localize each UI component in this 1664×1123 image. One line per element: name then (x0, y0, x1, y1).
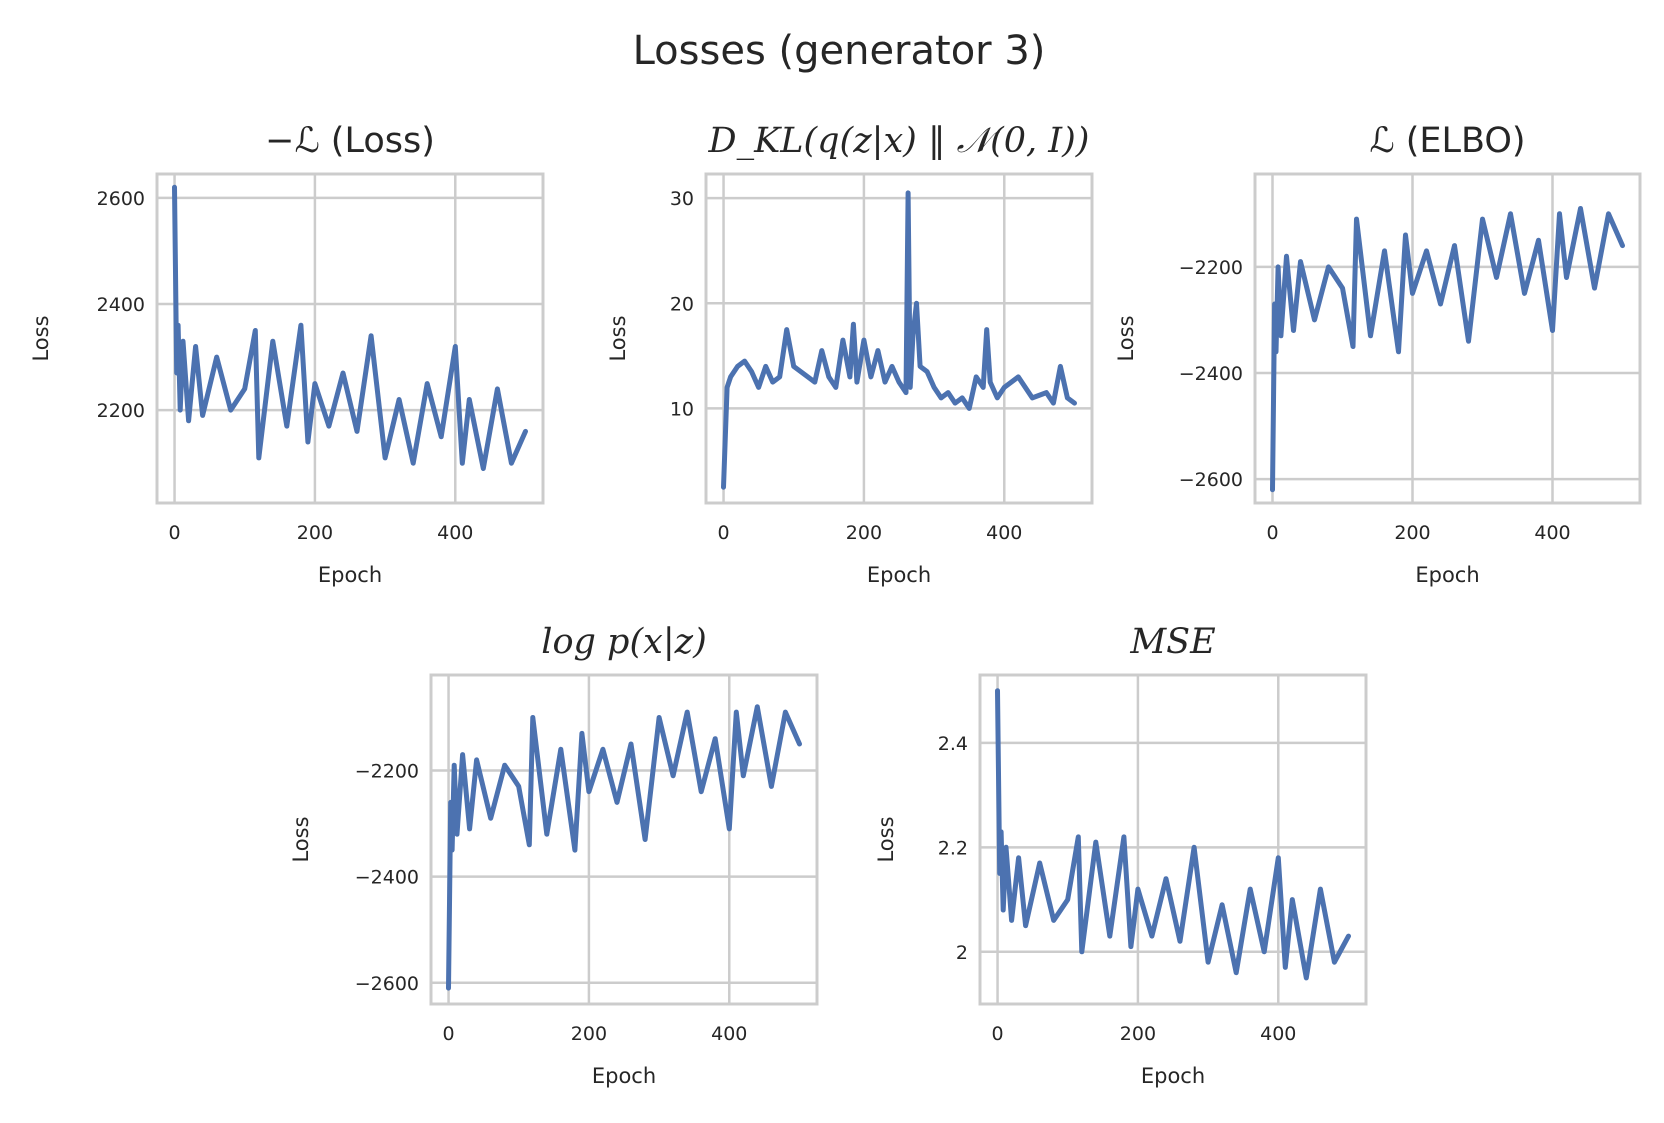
series-line (721, 190, 1077, 490)
x-axis-label: Epoch (1415, 563, 1479, 587)
y-tick-label: −2400 (355, 867, 419, 889)
x-tick-label: 0 (991, 1023, 1003, 1045)
y-axis-label: Loss (1114, 315, 1138, 361)
x-tick-label: 200 (1120, 1023, 1156, 1045)
y-axis-label: Loss (606, 315, 630, 361)
y-tick-label: 2.2 (938, 837, 968, 859)
y-tick-label: −2200 (1179, 257, 1243, 279)
y-tick-label: 20 (670, 293, 694, 315)
subplot-1: 0 200 400 2200 2400 2600 Epoch Loss −ℒ (Loss) (29, 121, 545, 587)
subplot-5: 0 200 400 2 2.2 2.4 Epoch Loss MSE (874, 622, 1368, 1088)
y-axis-label: Loss (29, 315, 53, 361)
axes-frame (429, 673, 819, 1006)
x-tick-label: 0 (168, 522, 180, 544)
y-tick-label: −2600 (1179, 469, 1243, 491)
y-tick-label: 2.4 (938, 733, 968, 755)
y-tick-label: 2400 (97, 294, 145, 316)
axes-frame (1253, 172, 1642, 505)
subplot-2: 0 200 400 10 20 30 Epoch Loss D_KL(q(z|x) ‖ 𝒩(0,… (606, 121, 1094, 587)
x-axis-label: Epoch (592, 1064, 656, 1088)
x-tick-label: 200 (571, 1023, 607, 1045)
x-tick-label: 200 (1394, 522, 1430, 544)
subplot-3: 0 200 400 −2200 −2400 −2600 Epoch Loss ℒ (ELBO) (1114, 121, 1642, 587)
x-tick-label: 200 (846, 522, 882, 544)
y-axis-label: Loss (874, 816, 898, 862)
gridlines (157, 174, 543, 503)
y-tick-label: 2600 (97, 188, 145, 210)
figure-title: Losses (generator 3) (633, 28, 1046, 74)
x-tick-label: 0 (442, 1023, 454, 1045)
subplot-title: ℒ (ELBO) (1369, 121, 1525, 161)
series-line (1270, 206, 1625, 493)
y-tick-label: −2600 (355, 973, 419, 995)
y-tick-label: 10 (670, 398, 694, 420)
subplot-title: log p(x|z) (541, 622, 706, 662)
axes-frame (155, 172, 545, 505)
x-tick-label: 200 (297, 522, 333, 544)
x-axis-label: Epoch (867, 563, 931, 587)
x-tick-label: 400 (1260, 1023, 1296, 1045)
y-tick-label: 2200 (97, 400, 145, 422)
y-tick-label: 2 (956, 942, 968, 964)
y-tick-label: 30 (670, 188, 694, 210)
x-tick-label: 400 (1534, 522, 1570, 544)
x-tick-label: 400 (986, 522, 1022, 544)
subplot-title: D_KL(q(z|x) ‖ 𝒩(0, I)) (708, 121, 1090, 161)
x-axis-label: Epoch (318, 563, 382, 587)
x-tick-label: 0 (717, 522, 729, 544)
series-line (446, 704, 802, 991)
x-tick-label: 0 (1266, 522, 1278, 544)
x-axis-label: Epoch (1141, 1064, 1205, 1088)
y-tick-label: −2200 (355, 761, 419, 783)
gridlines (706, 174, 1092, 503)
axes-frame (704, 172, 1094, 505)
y-axis-label: Loss (289, 816, 313, 862)
y-tick-label: −2400 (1179, 363, 1243, 385)
series-line (995, 688, 1351, 981)
subplot-title: MSE (1129, 622, 1215, 662)
subplot-4: 0 200 400 −2200 −2400 −2600 Epoch Loss log p(x|z… (289, 622, 819, 1088)
axes-frame (978, 673, 1368, 1006)
series-line (172, 184, 528, 471)
subplot-title: −ℒ (Loss) (265, 121, 435, 161)
x-tick-label: 400 (437, 522, 473, 544)
x-tick-label: 400 (711, 1023, 747, 1045)
